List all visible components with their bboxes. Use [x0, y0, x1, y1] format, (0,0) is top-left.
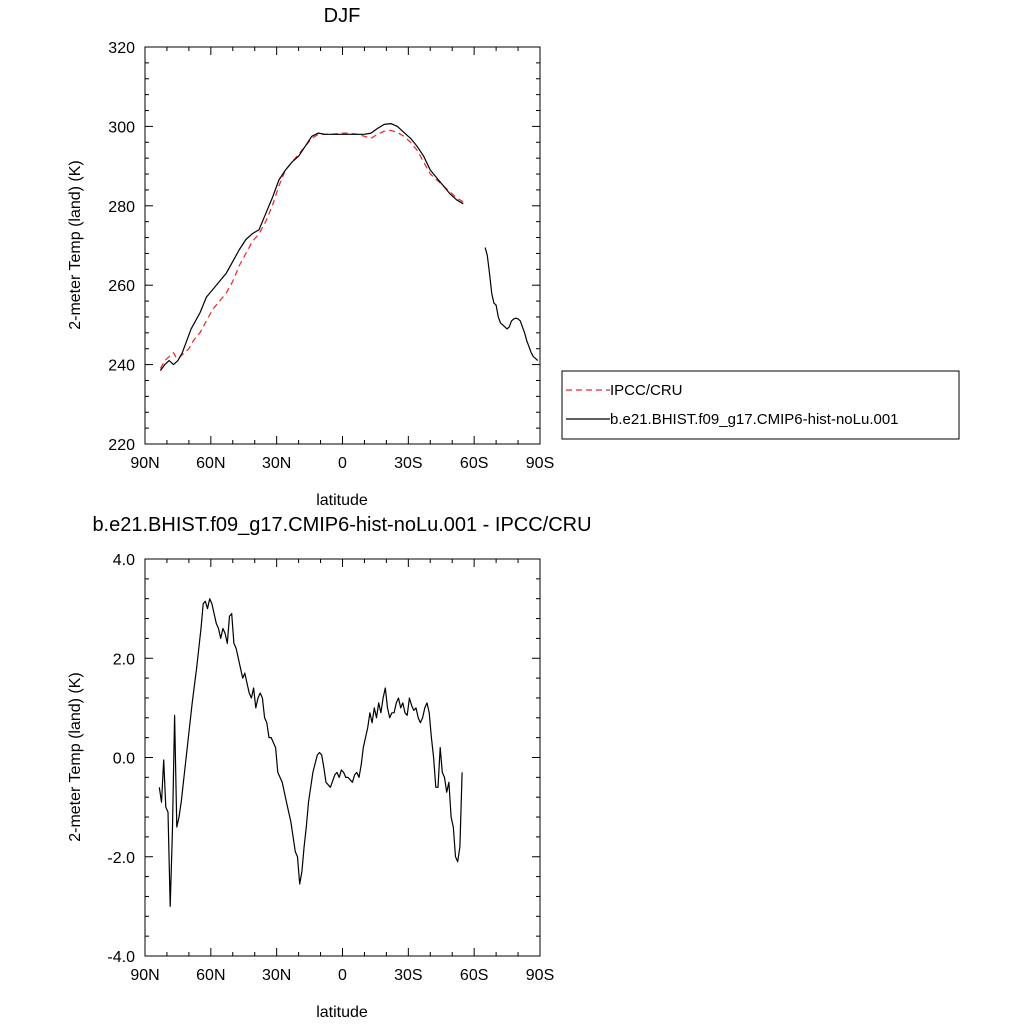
bottom-y-tick-label: -2.0 [107, 850, 135, 867]
top-panel: DJF latitude 2-meter Temp (land) (K) IPC… [67, 5, 960, 509]
top-x-tick-label: 30S [394, 455, 422, 472]
bottom-y-tick-label: 4.0 [113, 552, 135, 569]
bottom-plot-frame [144, 558, 541, 957]
bottom-y-axis-label: 2-meter Temp (land) (K) [67, 672, 84, 842]
bottom-x-axis-label: latitude [316, 1004, 368, 1021]
top-series-line-2 [484, 247, 539, 362]
top-series-line-0 [159, 129, 464, 369]
legend-label-ipcc-cru: IPCC/CRU [610, 382, 683, 399]
top-y-tick-label: 260 [108, 278, 135, 295]
top-y-tick-label: 240 [108, 358, 135, 375]
legend: IPCC/CRU b.e21.BHIST.f09_g17.CMIP6-hist-… [561, 370, 960, 440]
bottom-x-tick-label: 60N [196, 967, 225, 984]
bottom-chart-title: b.e21.BHIST.f09_g17.CMIP6-hist-noLu.001 … [92, 514, 591, 536]
bottom-x-tick-label: 30S [394, 967, 422, 984]
bottom-x-tick-label: 30N [262, 967, 291, 984]
bottom-x-tick-label: 90N [130, 967, 159, 984]
top-x-tick-label: 0 [338, 455, 347, 472]
bottom-panel: b.e21.BHIST.f09_g17.CMIP6-hist-noLu.001 … [67, 514, 592, 1021]
top-series-line-1 [159, 122, 464, 371]
top-chart-title: DJF [324, 5, 361, 27]
bottom-series-line-0 [158, 598, 463, 908]
top-y-axis-label: 2-meter Temp (land) (K) [67, 160, 84, 330]
top-x-tick-label: 60N [196, 455, 225, 472]
top-x-tick-label: 60S [460, 455, 488, 472]
top-x-axis-label: latitude [316, 492, 368, 509]
bottom-x-tick-label: 0 [338, 967, 347, 984]
top-x-tick-label: 30N [262, 455, 291, 472]
top-x-tick-label: 90S [526, 455, 554, 472]
top-x-tick-label: 90N [130, 455, 159, 472]
top-y-tick-label: 280 [108, 199, 135, 216]
bottom-y-tick-label: -4.0 [107, 949, 135, 966]
top-y-tick-label: 300 [108, 119, 135, 136]
top-plot-frame [144, 46, 541, 445]
bottom-x-tick-label: 90S [526, 967, 554, 984]
top-y-tick-label: 220 [108, 437, 135, 454]
legend-box [561, 370, 960, 440]
top-y-tick-label: 320 [108, 40, 135, 57]
bottom-y-tick-label: 0.0 [113, 751, 135, 768]
bottom-x-tick-label: 60S [460, 967, 488, 984]
bottom-y-tick-label: 2.0 [113, 651, 135, 668]
legend-label-model: b.e21.BHIST.f09_g17.CMIP6-hist-noLu.001 [610, 411, 899, 428]
